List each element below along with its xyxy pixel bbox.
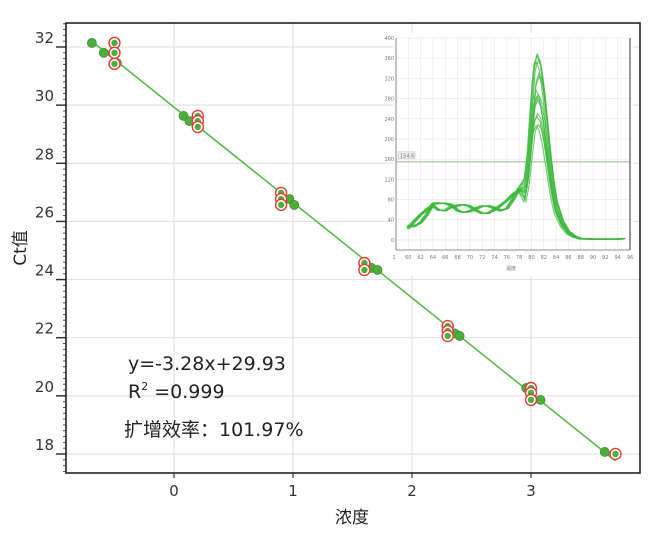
inset-y-tick: 0 xyxy=(391,238,394,244)
inset-x-tick: 74 xyxy=(491,255,497,261)
data-point xyxy=(86,38,97,48)
efficiency-label: 扩增效率：101.97% xyxy=(124,419,304,441)
y-tick-label: 26 xyxy=(35,203,54,221)
r2-prefix: R xyxy=(128,381,141,403)
inset-x-tick: 1 xyxy=(392,255,395,261)
inset-y-tick: 40 xyxy=(388,218,394,224)
inset-threshold: 154.6 xyxy=(396,151,630,163)
inset-y-tick: 280 xyxy=(384,97,394,103)
selected-data-point xyxy=(524,393,538,407)
inset-x-tick: 96 xyxy=(627,255,633,261)
inset-y-tick: 240 xyxy=(384,117,394,123)
x-tick-label: 2 xyxy=(407,482,417,500)
r2-value: =0.999 xyxy=(148,381,224,403)
data-point xyxy=(372,265,383,275)
y-axis-title: Ct值 xyxy=(11,230,31,266)
r2-label: R2 =0.999 xyxy=(128,380,225,403)
selected-data-point xyxy=(358,263,371,277)
x-axis-title: 浓度 xyxy=(335,508,369,528)
data-point xyxy=(454,331,465,341)
inset-y-tick: 120 xyxy=(384,177,394,183)
inset-y-tick: 360 xyxy=(384,56,394,62)
y-axis: 18 20 22 24 26 28 30 32 xyxy=(35,23,66,472)
y-tick-label: 24 xyxy=(35,262,54,280)
y-tick-label: 22 xyxy=(35,320,54,338)
inset-y-tick: 200 xyxy=(384,137,394,143)
inset-x-tick: 90 xyxy=(590,255,596,261)
selected-data-point xyxy=(108,57,121,71)
y-tick-label: 18 xyxy=(35,436,54,454)
selected-data-point xyxy=(441,329,454,343)
x-axis: 0 1 2 3 xyxy=(169,473,536,500)
inset-x-tick: 80 xyxy=(528,255,534,261)
inset-y-tick: 400 xyxy=(384,36,394,42)
data-point xyxy=(289,199,300,210)
inset-x-tick: 72 xyxy=(479,255,485,261)
selected-data-point xyxy=(108,36,121,50)
selected-data-point xyxy=(108,46,121,60)
data-point xyxy=(535,395,546,405)
inset-x-tick: 94 xyxy=(614,255,620,261)
data-points xyxy=(86,36,622,461)
x-tick-label: 1 xyxy=(288,482,298,500)
data-point xyxy=(599,447,610,457)
selected-data-point xyxy=(274,198,288,212)
y-tick-label: 30 xyxy=(35,87,54,105)
inset-threshold-label: 154.6 xyxy=(400,153,414,159)
inset-x-tick: 78 xyxy=(516,255,522,261)
inset-x-tick: 82 xyxy=(541,255,547,261)
inset-x-tick: 68 xyxy=(454,255,460,261)
selected-data-point xyxy=(609,447,622,461)
inset-x-tick: 62 xyxy=(417,255,423,261)
inset-x-tick: 64 xyxy=(430,255,436,261)
inset-x-tick: 88 xyxy=(578,255,584,261)
inset-x-label: 温度 xyxy=(506,265,516,272)
inset-x-tick: 60 xyxy=(405,255,411,261)
data-point xyxy=(98,47,109,58)
inset-x-tick: 76 xyxy=(504,255,510,261)
y-tick-label: 32 xyxy=(35,29,54,47)
equation-label: y=-3.28x+29.93 xyxy=(128,353,286,375)
inset-grid xyxy=(396,37,631,250)
y-tick-label: 20 xyxy=(35,378,54,396)
x-tick-label: 0 xyxy=(169,482,179,500)
inset-x-tick: 86 xyxy=(565,255,571,261)
inset-x-tick: 70 xyxy=(467,255,473,261)
inset-x-tick: 84 xyxy=(553,255,559,261)
x-tick-label: 3 xyxy=(526,482,536,500)
selected-data-point xyxy=(191,120,205,134)
inset-y-tick: 80 xyxy=(388,198,394,204)
inset-x-tick: 92 xyxy=(602,255,608,261)
plot-frame xyxy=(65,22,641,474)
inset-x-tick: 66 xyxy=(442,255,448,261)
inset-y-tick: 160 xyxy=(384,157,394,163)
inset-curves xyxy=(406,52,626,240)
r2-superscript: 2 xyxy=(141,380,148,393)
y-tick-label: 28 xyxy=(35,145,54,163)
inset-y-tick: 320 xyxy=(384,76,394,82)
